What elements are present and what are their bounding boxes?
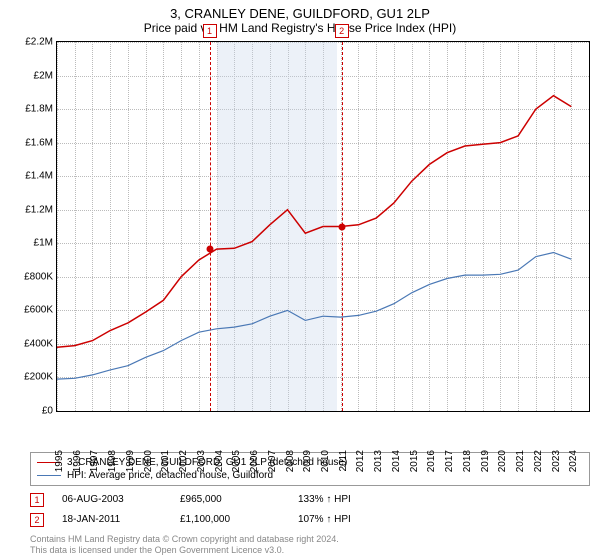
x-tick-label: 2022 <box>531 450 544 472</box>
x-tick-label: 2010 <box>318 450 331 472</box>
x-tick-label: 1996 <box>70 450 83 472</box>
sale-date: 18-JAN-2011 <box>62 514 162 525</box>
sales-table: 1 06-AUG-2003 £965,000 133% ↑ HPI 2 18-J… <box>30 490 590 530</box>
footnote: Contains HM Land Registry data © Crown c… <box>30 534 590 557</box>
y-tick-label: £1.2M <box>25 204 57 215</box>
x-tick-label: 2024 <box>566 450 579 472</box>
x-tick-label: 2023 <box>549 450 562 472</box>
x-tick-label: 2018 <box>460 450 473 472</box>
y-tick-label: £400K <box>24 338 57 349</box>
y-tick-label: £1.8M <box>25 104 57 115</box>
x-tick-label: 1999 <box>123 450 136 472</box>
sale-point <box>338 223 345 230</box>
plot-box: £0£200K£400K£600K£800K£1M£1.2M£1.4M£1.6M… <box>56 41 590 412</box>
y-tick-label: £200K <box>24 372 57 383</box>
x-tick-label: 2019 <box>478 450 491 472</box>
x-tick-label: 1997 <box>87 450 100 472</box>
title-line-1: 3, CRANLEY DENE, GUILDFORD, GU1 2LP <box>0 6 600 21</box>
x-tick-label: 2007 <box>265 450 278 472</box>
y-tick-label: £0 <box>42 406 57 417</box>
x-tick-label: 2013 <box>371 450 384 472</box>
chart-marker-box: 1 <box>203 24 217 38</box>
y-tick-label: £600K <box>24 305 57 316</box>
x-tick-label: 2016 <box>424 450 437 472</box>
x-tick-label: 2001 <box>158 450 171 472</box>
x-tick-label: 1998 <box>105 450 118 472</box>
chart-marker-box: 2 <box>335 24 349 38</box>
x-tick-label: 2005 <box>229 450 242 472</box>
footnote-line: This data is licensed under the Open Gov… <box>30 545 590 556</box>
sale-delta: 133% ↑ HPI <box>298 494 398 505</box>
x-tick-label: 2012 <box>353 450 366 472</box>
sale-row: 2 18-JAN-2011 £1,100,000 107% ↑ HPI <box>30 510 590 530</box>
title-line-2: Price paid vs. HM Land Registry's House … <box>0 21 600 35</box>
x-tick-label: 1995 <box>52 450 65 472</box>
sale-price: £965,000 <box>180 494 280 505</box>
x-tick-label: 2009 <box>300 450 313 472</box>
chart-plot-area: £0£200K£400K£600K£800K£1M£1.2M£1.4M£1.6M… <box>56 41 590 412</box>
y-tick-label: £1M <box>34 238 57 249</box>
x-axis-labels: 1995199619971998199920002001200220032004… <box>56 412 590 450</box>
sale-price: £1,100,000 <box>180 514 280 525</box>
sale-point <box>206 246 213 253</box>
y-tick-label: £800K <box>24 271 57 282</box>
sale-delta: 107% ↑ HPI <box>298 514 398 525</box>
x-tick-label: 2017 <box>442 450 455 472</box>
sale-marker: 2 <box>30 513 44 527</box>
y-tick-label: £1.6M <box>25 137 57 148</box>
y-tick-label: £2.2M <box>25 37 57 48</box>
x-tick-label: 2015 <box>407 450 420 472</box>
x-tick-label: 2000 <box>141 450 154 472</box>
x-tick-label: 2011 <box>336 450 349 472</box>
x-tick-label: 2006 <box>247 450 260 472</box>
y-tick-label: £1.4M <box>25 171 57 182</box>
x-tick-label: 2003 <box>194 450 207 472</box>
x-tick-label: 2004 <box>212 450 225 472</box>
footnote-line: Contains HM Land Registry data © Crown c… <box>30 534 590 545</box>
sale-row: 1 06-AUG-2003 £965,000 133% ↑ HPI <box>30 490 590 510</box>
x-tick-label: 2014 <box>389 450 402 472</box>
sale-marker: 1 <box>30 493 44 507</box>
x-tick-label: 2020 <box>495 450 508 472</box>
x-tick-label: 2021 <box>513 450 526 472</box>
chart-titles: 3, CRANLEY DENE, GUILDFORD, GU1 2LP Pric… <box>0 0 600 37</box>
legend-swatch <box>37 475 61 476</box>
y-tick-label: £2M <box>34 70 57 81</box>
x-tick-label: 2002 <box>176 450 189 472</box>
sale-date: 06-AUG-2003 <box>62 494 162 505</box>
x-tick-label: 2008 <box>283 450 296 472</box>
